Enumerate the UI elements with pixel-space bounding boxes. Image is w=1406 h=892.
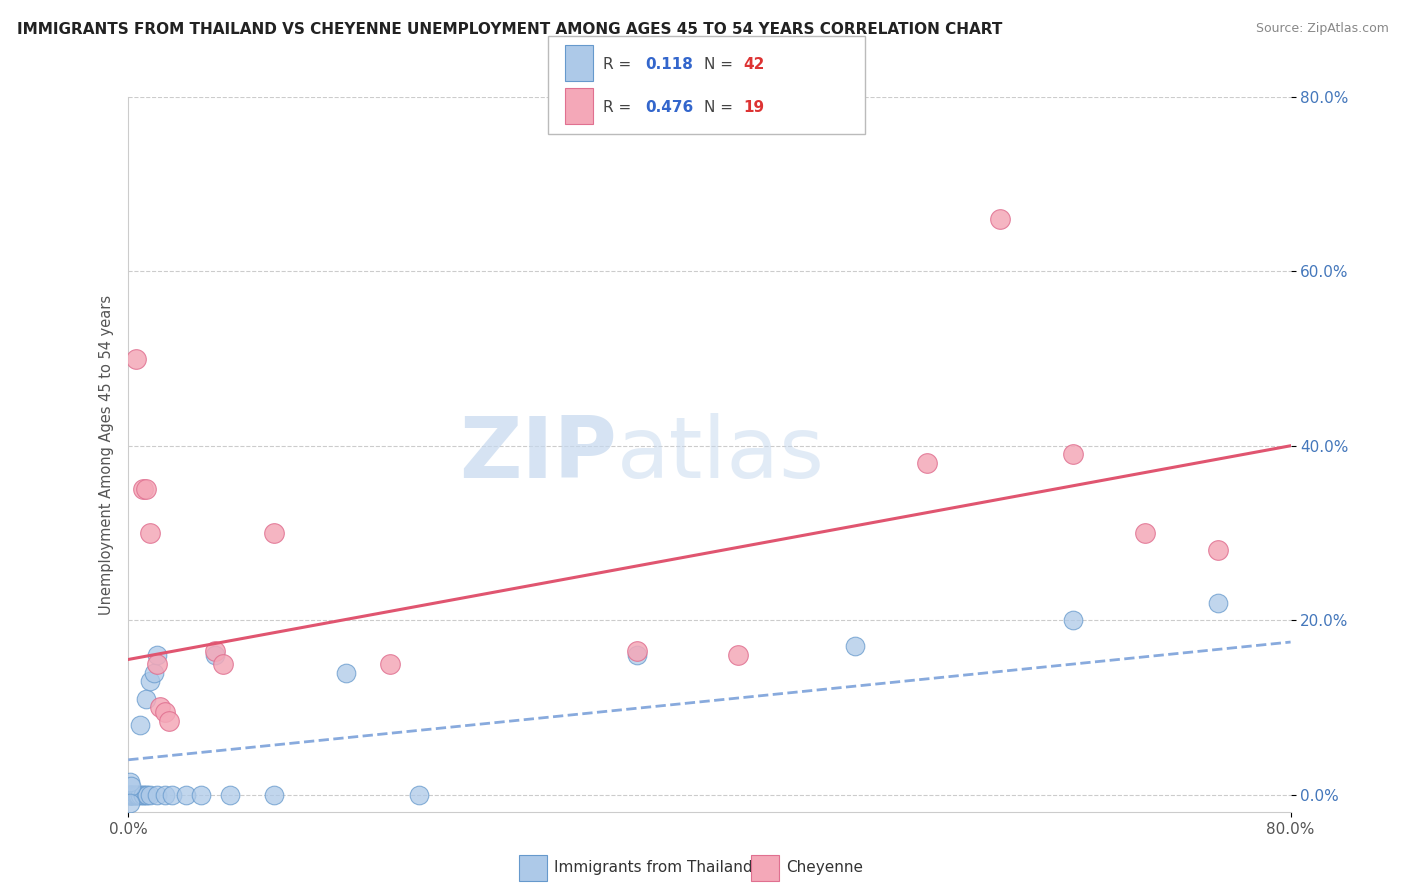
Point	[132, 788, 155, 802]
Point	[149, 700, 172, 714]
Y-axis label: Unemployment Among Ages 45 to 54 years: Unemployment Among Ages 45 to 54 years	[100, 294, 114, 615]
Point	[135, 483, 157, 497]
Point	[378, 657, 401, 671]
Point	[139, 526, 162, 541]
Point	[120, 779, 142, 793]
Point	[211, 657, 233, 671]
Point	[219, 788, 242, 802]
Point	[263, 788, 285, 802]
Point	[408, 788, 430, 802]
Point	[204, 648, 226, 662]
Point	[118, 788, 141, 802]
Point	[844, 640, 866, 654]
Point	[121, 788, 143, 802]
Point	[1206, 596, 1229, 610]
Point	[153, 705, 176, 719]
Point	[1135, 526, 1157, 541]
Text: ZIP: ZIP	[458, 413, 616, 496]
Point	[124, 788, 146, 802]
Point	[132, 483, 155, 497]
Point	[160, 788, 183, 802]
Text: 0.118: 0.118	[645, 57, 693, 71]
Text: Cheyenne: Cheyenne	[786, 861, 863, 875]
Text: 0.476: 0.476	[645, 100, 693, 114]
Point	[120, 788, 142, 802]
Point	[118, 788, 141, 802]
Text: 42: 42	[744, 57, 765, 71]
Point	[125, 788, 148, 802]
Point	[121, 788, 143, 802]
Point	[626, 648, 648, 662]
Point	[118, 788, 141, 802]
Point	[135, 788, 157, 802]
Point	[139, 788, 162, 802]
Point	[1206, 543, 1229, 558]
Point	[136, 788, 159, 802]
Point	[190, 788, 212, 802]
Point	[128, 788, 150, 802]
Point	[124, 351, 146, 366]
Point	[146, 788, 169, 802]
Point	[176, 788, 198, 802]
Point	[127, 788, 149, 802]
Point	[335, 665, 357, 680]
Point	[1062, 448, 1084, 462]
Text: IMMIGRANTS FROM THAILAND VS CHEYENNE UNEMPLOYMENT AMONG AGES 45 TO 54 YEARS CORR: IMMIGRANTS FROM THAILAND VS CHEYENNE UNE…	[17, 22, 1002, 37]
Point	[124, 788, 146, 802]
Point	[118, 774, 141, 789]
Point	[146, 648, 169, 662]
Point	[1062, 613, 1084, 627]
Point	[157, 714, 180, 728]
Point	[727, 648, 749, 662]
Text: R =: R =	[603, 57, 637, 71]
Point	[143, 665, 166, 680]
Text: R =: R =	[603, 100, 637, 114]
Text: 19: 19	[744, 100, 765, 114]
Point	[120, 788, 142, 802]
Point	[118, 797, 141, 811]
Point	[118, 788, 141, 802]
Point	[917, 456, 939, 470]
Text: N =: N =	[704, 100, 738, 114]
Text: Immigrants from Thailand: Immigrants from Thailand	[554, 861, 752, 875]
Point	[139, 674, 162, 689]
Text: N =: N =	[704, 57, 738, 71]
Point	[263, 526, 285, 541]
Point	[122, 788, 145, 802]
Point	[132, 788, 155, 802]
Point	[135, 691, 157, 706]
Point	[988, 211, 1011, 226]
Point	[128, 718, 150, 732]
Text: Source: ZipAtlas.com: Source: ZipAtlas.com	[1256, 22, 1389, 36]
Text: atlas: atlas	[616, 413, 824, 496]
Point	[146, 657, 169, 671]
Point	[120, 788, 142, 802]
Point	[153, 788, 176, 802]
Point	[204, 644, 226, 658]
Point	[626, 644, 648, 658]
